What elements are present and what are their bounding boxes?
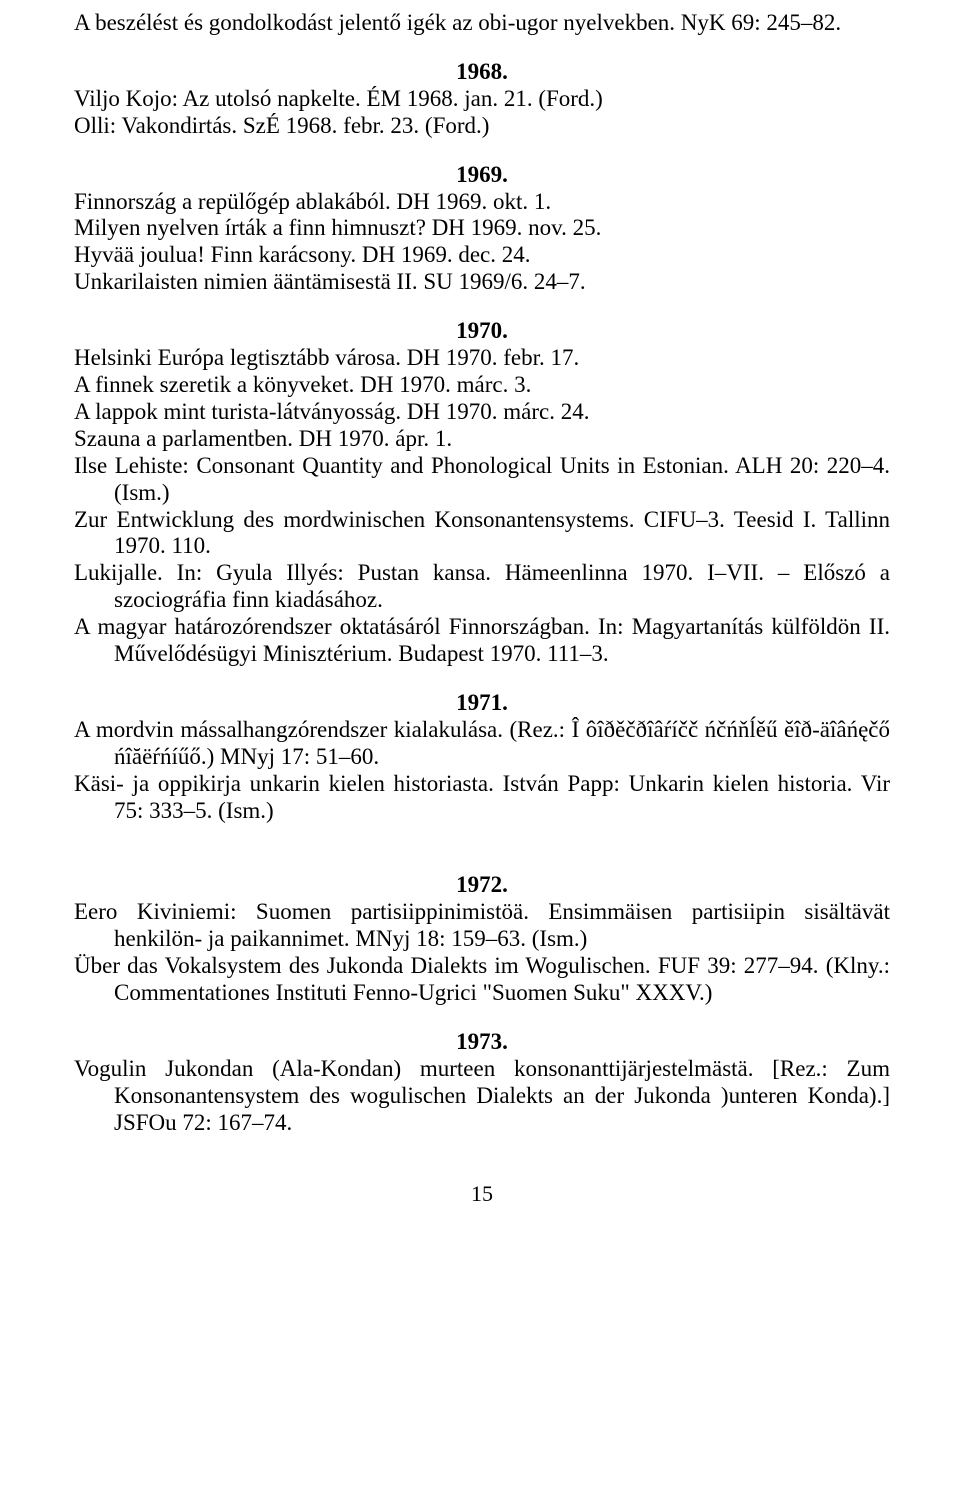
entry-line: A finnek szeretik a könyveket. DH 1970. …: [74, 372, 890, 399]
entry-line: Finnország a repülőgép ablakából. DH 196…: [74, 189, 890, 216]
year-heading-1971: 1971.: [74, 690, 890, 717]
entry-line: Unkarilaisten nimien ääntämisestä II. SU…: [74, 269, 890, 296]
entry-line: A beszélést és gondolkodást jelentő igék…: [74, 10, 890, 37]
year-heading-1970: 1970.: [74, 318, 890, 345]
year-heading-1969: 1969.: [74, 162, 890, 189]
page-number: 15: [74, 1181, 890, 1207]
year-heading-1972: 1972.: [74, 872, 890, 899]
entry-line: Ilse Lehiste: Consonant Quantity and Pho…: [74, 453, 890, 507]
year-heading-1968: 1968.: [74, 59, 890, 86]
entry-line: Über das Vokalsystem des Jukonda Dialekt…: [74, 953, 890, 1007]
entry-line: Helsinki Európa legtisztább városa. DH 1…: [74, 345, 890, 372]
entry-line: Viljo Kojo: Az utolsó napkelte. ÉM 1968.…: [74, 86, 890, 113]
entry-line: Milyen nyelven írták a finn himnuszt? DH…: [74, 215, 890, 242]
entry-line: Lukijalle. In: Gyula Illyés: Pustan kans…: [74, 560, 890, 614]
entry-line: Vogulin Jukondan (Ala-Kondan) murteen ko…: [74, 1056, 890, 1137]
entry-line: Hyvää joulua! Finn karácsony. DH 1969. d…: [74, 242, 890, 269]
entry-line: Szauna a parlamentben. DH 1970. ápr. 1.: [74, 426, 890, 453]
entry-line: Eero Kiviniemi: Suomen partisiippinimist…: [74, 899, 890, 953]
year-heading-1973: 1973.: [74, 1029, 890, 1056]
entry-line: A lappok mint turista-látványosság. DH 1…: [74, 399, 890, 426]
entry-line: Zur Entwicklung des mordwinischen Konson…: [74, 507, 890, 561]
entry-line: Olli: Vakondirtás. SzÉ 1968. febr. 23. (…: [74, 113, 890, 140]
entry-line: A magyar határozórendszer oktatásáról Fi…: [74, 614, 890, 668]
entry-line: A mordvin mássalhangzórendszer kialakulá…: [74, 717, 890, 771]
entry-line: Käsi- ja oppikirja unkarin kielen histor…: [74, 771, 890, 825]
